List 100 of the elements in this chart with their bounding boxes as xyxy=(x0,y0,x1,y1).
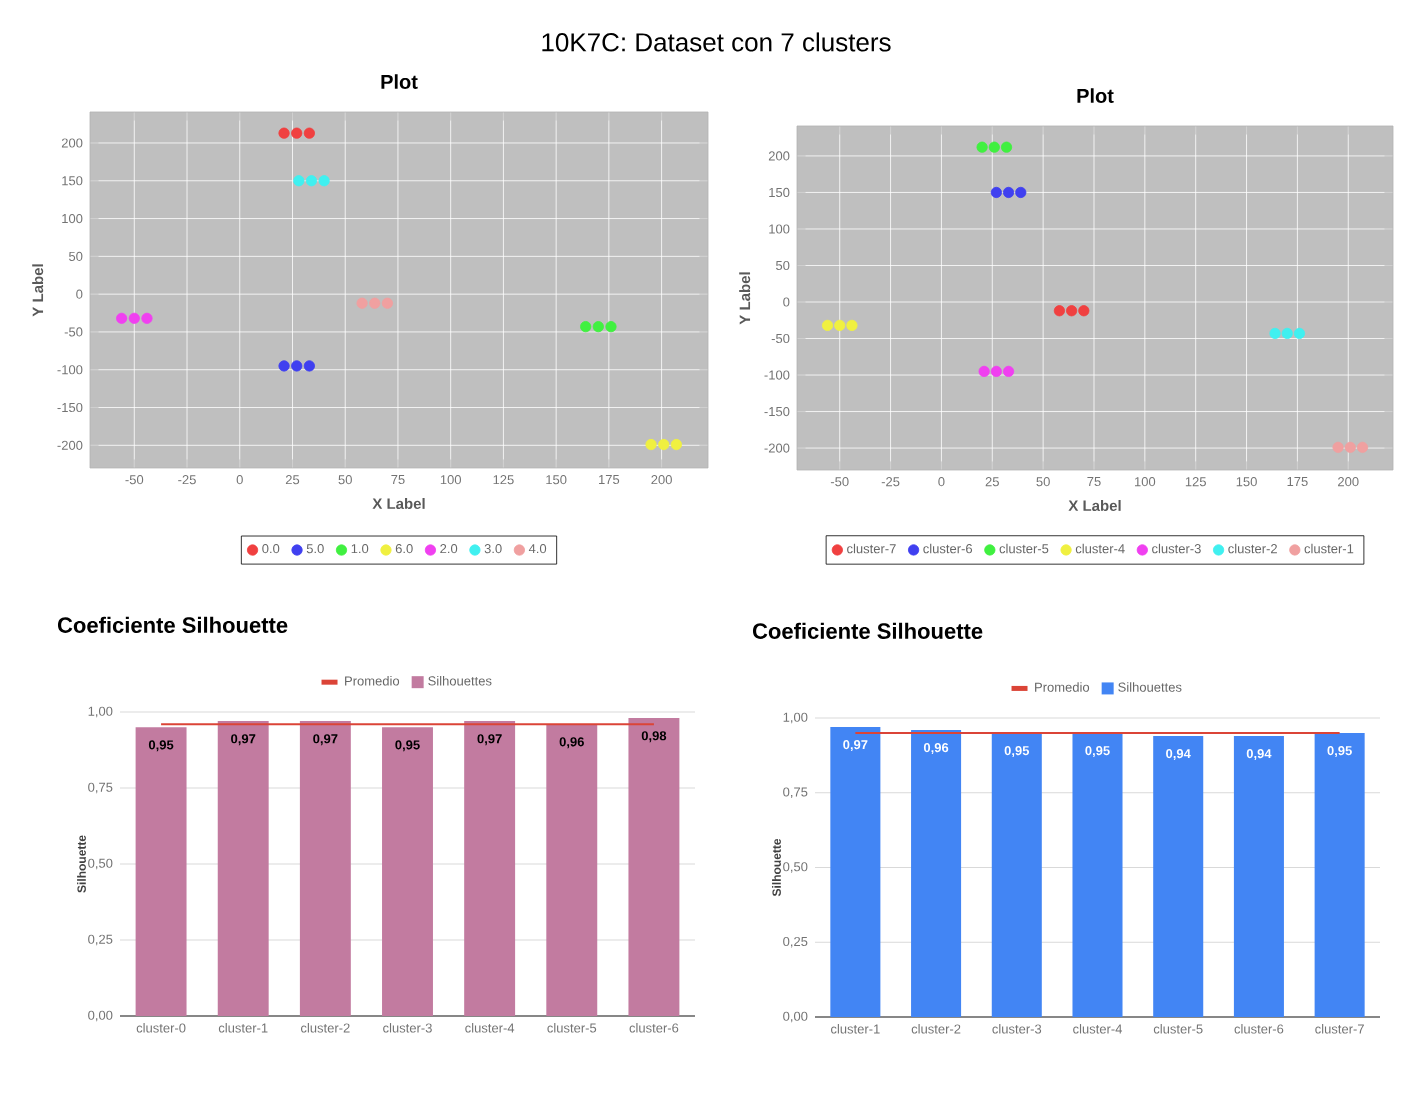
x-tick-label: 175 xyxy=(599,475,620,485)
legend-label: cluster-7 xyxy=(847,543,896,554)
x-axis-title: X Label xyxy=(372,498,425,510)
legend-label: cluster-2 xyxy=(1228,543,1277,554)
x-tick-label: 25 xyxy=(985,477,999,487)
y-axis-title: Silhouette xyxy=(77,835,86,893)
legend-label: 2.0 xyxy=(440,544,458,554)
point xyxy=(645,438,657,451)
x-tick-label: 125 xyxy=(1185,477,1206,487)
x-tick-label: 175 xyxy=(1287,477,1308,487)
bar xyxy=(135,727,187,1016)
x-tick-label: 0 xyxy=(938,477,945,487)
point xyxy=(318,175,330,187)
point xyxy=(1269,327,1281,340)
point xyxy=(141,312,153,324)
data-label: 0,98 xyxy=(641,731,667,743)
y-tick-label: 150 xyxy=(769,187,790,198)
legend-label: Promedio xyxy=(345,675,400,686)
x-tick-label: cluster-5 xyxy=(547,1023,597,1033)
point xyxy=(381,297,394,309)
point xyxy=(990,186,1002,199)
bar xyxy=(830,726,881,1017)
point xyxy=(293,175,305,187)
point xyxy=(278,127,290,139)
y-axis-title: Silhouette xyxy=(772,838,781,897)
x-tick-label: 200 xyxy=(1338,477,1359,487)
y-tick-label: 1,00 xyxy=(783,712,808,724)
point xyxy=(1066,305,1078,317)
y-tick-label: -50 xyxy=(771,333,790,344)
text: 10K7C: Dataset con 7 clusters xyxy=(542,32,891,52)
y-tick-label: 50 xyxy=(69,251,83,261)
x-tick-label: cluster-2 xyxy=(911,1024,961,1034)
legend-label: cluster-4 xyxy=(1075,543,1125,554)
point xyxy=(278,360,290,372)
y-tick-label: -100 xyxy=(764,370,790,380)
point xyxy=(1015,186,1027,199)
legend-label: cluster-1 xyxy=(1304,543,1354,554)
y-axis-title: Y Label xyxy=(32,264,44,317)
data-label: 0,95 xyxy=(395,740,420,752)
y-tick-label: -150 xyxy=(764,406,790,417)
point xyxy=(305,175,318,187)
x-tick-label: cluster-5 xyxy=(1153,1024,1203,1034)
data-label: 0,97 xyxy=(477,734,502,746)
data-label: 0,95 xyxy=(1085,746,1110,758)
point xyxy=(128,312,140,324)
bar xyxy=(991,732,1042,1017)
point xyxy=(303,127,315,139)
y-tick-label: 100 xyxy=(62,213,83,224)
y-tick-label: -50 xyxy=(64,327,83,337)
point xyxy=(978,365,990,377)
point xyxy=(291,360,303,372)
x-tick-label: 200 xyxy=(651,475,672,485)
legend-label: 6.0 xyxy=(395,544,413,554)
y-tick-label: 1,00 xyxy=(88,706,113,718)
data-label: 0,97 xyxy=(313,734,338,746)
y-tick-label: 100 xyxy=(769,224,790,234)
data-label: 0,95 xyxy=(1004,746,1030,758)
point xyxy=(303,360,315,372)
point xyxy=(356,297,368,309)
x-tick-label: 75 xyxy=(391,475,405,485)
point xyxy=(1344,441,1356,453)
x-tick-label: -50 xyxy=(830,477,849,487)
data-label: 0,97 xyxy=(843,740,868,752)
legend-label: Promedio xyxy=(1035,682,1090,692)
point xyxy=(1000,141,1013,153)
x-tick-label: cluster-6 xyxy=(1234,1024,1284,1034)
y-tick-label: -100 xyxy=(57,365,83,375)
bar xyxy=(546,724,598,1016)
data-label: 0,96 xyxy=(923,743,949,755)
y-tick-label: 200 xyxy=(61,138,83,148)
bar xyxy=(382,727,433,1016)
point xyxy=(1356,441,1369,453)
x-tick-label: 0 xyxy=(236,475,243,485)
y-tick-label: 0 xyxy=(76,289,83,299)
bar xyxy=(464,721,516,1016)
bar xyxy=(1153,735,1204,1017)
point xyxy=(1002,186,1015,199)
legend-label: Silhouettes xyxy=(1118,682,1182,692)
point xyxy=(658,438,670,451)
point xyxy=(1332,441,1344,453)
bar xyxy=(1314,732,1365,1017)
chart-title: Coeficiente Silhouette xyxy=(57,616,288,633)
data-label: 0,94 xyxy=(1246,749,1272,761)
legend-label: cluster-5 xyxy=(999,543,1049,554)
point xyxy=(291,127,303,139)
x-tick-label: -25 xyxy=(881,477,900,487)
y-tick-label: -200 xyxy=(764,443,790,453)
x-tick-label: cluster-1 xyxy=(218,1023,268,1033)
point xyxy=(1053,305,1066,317)
point xyxy=(821,319,834,331)
data-label: 0,94 xyxy=(1166,749,1191,761)
x-tick-label: 150 xyxy=(546,475,567,485)
y-tick-label: 150 xyxy=(62,176,83,186)
legend-label: 4.0 xyxy=(528,544,547,554)
chart-title: Plot xyxy=(1077,88,1114,103)
y-tick-label: 0,75 xyxy=(88,782,113,794)
x-tick-label: 50 xyxy=(1036,477,1050,487)
x-tick-label: cluster-4 xyxy=(1073,1024,1123,1034)
data-label: 0,97 xyxy=(231,734,256,746)
x-tick-label: -25 xyxy=(178,475,196,485)
